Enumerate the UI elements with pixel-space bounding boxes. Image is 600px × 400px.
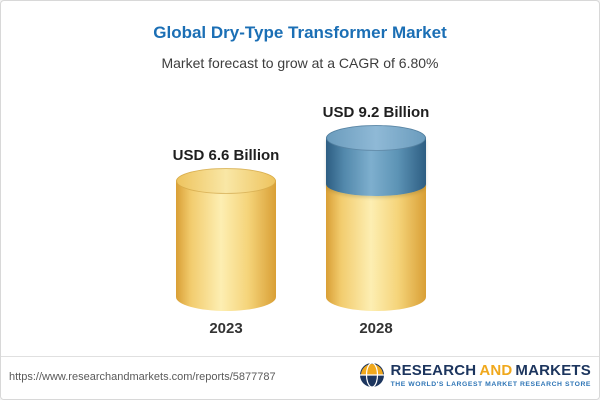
chart-title: Global Dry-Type Transformer Market (153, 23, 447, 42)
value-label-2023: USD 6.6 Billion (172, 147, 280, 164)
logo-wordmark: RESEARCH AND MARKETS (390, 361, 591, 379)
footer-bar: https://www.researchandmarkets.com/repor… (1, 356, 599, 399)
bar-2028-cylinder (326, 124, 426, 311)
logo-text-block: RESEARCH AND MARKETS THE WORLD'S LARGEST M… (390, 361, 591, 388)
bar-2023-top-cap (176, 168, 276, 194)
bar-2023-cylinder (176, 167, 276, 311)
x-axis-tick-2028: 2028 (359, 320, 393, 337)
logo-word-markets: MARKETS (515, 361, 591, 379)
bar-2028-top-cap (326, 125, 426, 151)
bar-2023-body (176, 181, 276, 311)
logo-tagline: THE WORLD'S LARGEST MARKET RESEARCH STOR… (390, 380, 591, 388)
report-url-link[interactable]: https://www.researchandmarkets.com/repor… (9, 371, 276, 383)
globe-logo-icon (359, 362, 384, 388)
value-label-2028: USD 9.2 Billion (322, 104, 430, 121)
chart-subtitle: Market forecast to grow at a CAGR of 6.8… (161, 55, 439, 71)
researchandmarkets-logo: RESEARCH AND MARKETS THE WORLD'S LARGEST M… (359, 362, 591, 388)
x-axis-tick-2023: 2023 (209, 320, 243, 337)
logo-word-and: AND (479, 361, 513, 379)
logo-word-research: RESEARCH (390, 361, 477, 379)
bar-2028-base-segment (326, 182, 426, 311)
